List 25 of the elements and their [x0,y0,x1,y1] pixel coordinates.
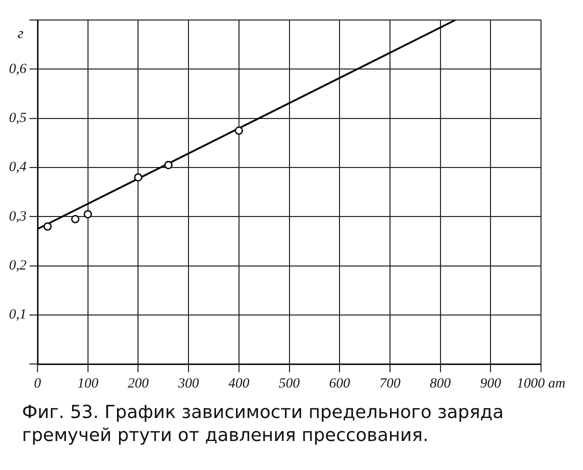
x-tick-label: 1000 ат [516,376,566,392]
point [134,173,142,182]
x-tick-label: 400 [228,376,250,392]
y-tick-label: 0,3 [9,209,26,224]
x-tick-label: 0 [34,376,41,392]
text: Фиг. 53. График зависимости предельного заряда гремучей ртути от давления прессования. [22,401,505,447]
y-tick-label: 0,4 [9,160,26,176]
y-axis-title: г [18,26,24,42]
y-tick-label: 0,5 [9,111,26,126]
x-tick-label: 700 [379,376,400,392]
y-tick-label: 0,2 [9,258,26,274]
point [71,214,80,224]
x-tick-label: 800 [430,376,451,392]
x-tick-label: 500 [278,376,300,392]
point [43,222,52,231]
point [234,126,244,135]
y-tick-label: 0,6 [9,62,26,77]
x-tick-label: 300 [177,376,200,392]
point [164,160,173,170]
x-tick-label: 200 [128,376,149,392]
x-tick-label: 600 [329,376,350,392]
x-tick-label: 900 [480,376,502,392]
y-tick-label: 0,1 [9,308,26,323]
x-tick-label: 100 [77,376,98,392]
point [84,210,92,218]
